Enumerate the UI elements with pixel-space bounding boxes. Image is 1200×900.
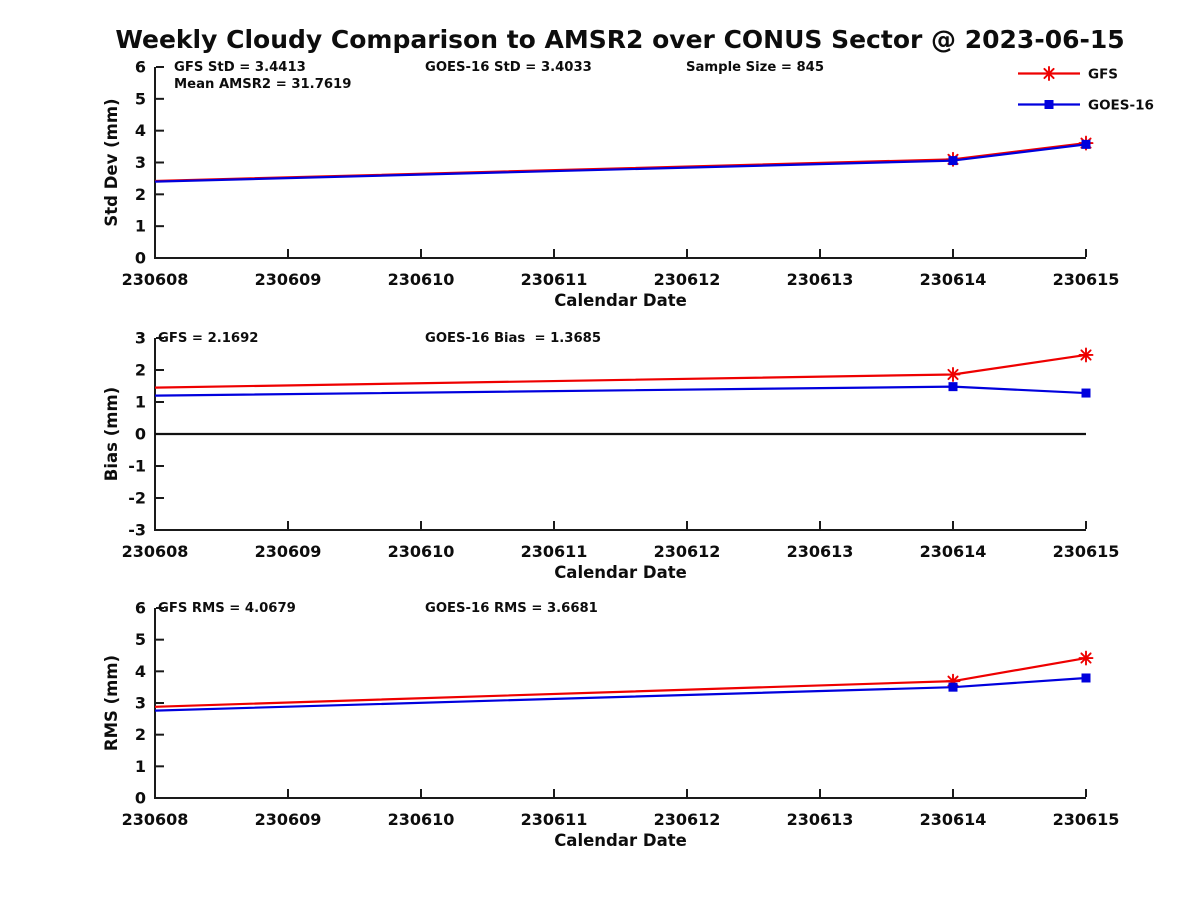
y-tick-label: 1 — [135, 217, 146, 236]
goes-16-square-marker — [1081, 139, 1091, 149]
y-tick-label: -2 — [128, 489, 146, 508]
x-tick-label: 230614 — [920, 270, 987, 289]
goes-16-square-marker — [948, 682, 958, 692]
goes-16-square-marker — [948, 156, 958, 166]
gfs-asterisk-marker — [1078, 650, 1094, 666]
x-tick-label: 230612 — [654, 810, 721, 829]
x-tick-label: 230610 — [388, 270, 455, 289]
subplot-std-dev: 0 1 2 3 4 5 6 230608 230609 230610 230611 230612 230… — [102, 58, 1119, 311]
x-axis-label: Calendar Date — [554, 831, 687, 850]
x-tick-label: 230614 — [920, 810, 987, 829]
series-line-gfs — [154, 656, 1087, 708]
legend-item-goes-16: GOES-16 — [1018, 98, 1154, 114]
y-tick-label: 2 — [135, 725, 146, 744]
x-tick-label: 230611 — [521, 542, 588, 561]
y-tick-label: -1 — [128, 457, 146, 476]
goes-16-square-marker — [948, 382, 958, 392]
x-tick-label: 230613 — [787, 810, 854, 829]
y-tick-label: 2 — [135, 185, 146, 204]
x-tick-label: 230615 — [1053, 810, 1120, 829]
y-tick-label: 3 — [135, 153, 146, 172]
legend-item-gfs: GFS — [1018, 66, 1118, 83]
annotation-gfs-std: GFS StD = 3.4413 — [174, 60, 306, 75]
legend-asterisk-marker — [1041, 66, 1057, 81]
y-axis-label: RMS (mm) — [102, 655, 121, 751]
annotation-goes16-bias: GOES-16 Bias = 1.3685 — [425, 331, 601, 346]
legend: GFS GOES-16 — [1018, 66, 1154, 114]
goes-16-square-marker — [1081, 673, 1091, 683]
x-tick-label: 230613 — [787, 542, 854, 561]
y-tick-label: 0 — [135, 425, 146, 444]
x-axis-label: Calendar Date — [554, 563, 687, 582]
x-tick-label: 230612 — [654, 270, 721, 289]
y-tick-label: 6 — [135, 58, 146, 77]
legend-label: GFS — [1088, 67, 1118, 83]
x-tick-label: 230608 — [122, 810, 189, 829]
x-tick-label: 230610 — [388, 542, 455, 561]
x-tick-label: 230613 — [787, 270, 854, 289]
y-tick-label: 6 — [135, 599, 146, 618]
y-tick-label: 0 — [135, 249, 146, 268]
x-tick-label: 230609 — [255, 542, 322, 561]
series-line-gfs — [154, 353, 1087, 389]
annotation-goes16-rms: GOES-16 RMS = 3.6681 — [425, 601, 598, 616]
annotation-sample-size: Sample Size = 845 — [686, 60, 824, 75]
chart-title: Weekly Cloudy Comparison to AMSR2 over C… — [115, 25, 1124, 54]
subplot-bias: -3 -2 -1 0 1 2 3 230608 230609 230610 230611 230612… — [102, 329, 1119, 583]
series-line-gfs — [154, 141, 1087, 183]
y-axis-label: Std Dev (mm) — [102, 98, 121, 226]
gfs-asterisk-marker — [1078, 347, 1094, 363]
x-tick-label: 230609 — [255, 810, 322, 829]
y-tick-label: 5 — [135, 89, 146, 108]
y-tick-label: 1 — [135, 757, 146, 776]
y-tick-label: 4 — [135, 662, 146, 681]
series-line-goes-16 — [154, 676, 1087, 712]
x-tick-label: 230608 — [122, 542, 189, 561]
legend-label: GOES-16 — [1088, 98, 1154, 114]
x-axis-label: Calendar Date — [554, 291, 687, 310]
x-tick-label: 230612 — [654, 542, 721, 561]
axis-spine — [154, 67, 1086, 259]
x-tick-label: 230615 — [1053, 542, 1120, 561]
y-tick-label: 2 — [135, 361, 146, 380]
series-line-goes-16 — [154, 143, 1087, 183]
x-tick-label: 230615 — [1053, 270, 1120, 289]
y-axis-label: Bias (mm) — [102, 387, 121, 481]
y-tick-label: 0 — [135, 789, 146, 808]
goes-16-square-marker — [1081, 388, 1091, 398]
subplot-rms: 0 1 2 3 4 5 6 230608 230609 230610 230611 230612 230… — [102, 599, 1119, 851]
x-tick-label: 230609 — [255, 270, 322, 289]
x-tick-label: 230611 — [521, 270, 588, 289]
series-line-goes-16 — [154, 385, 1087, 397]
annotation-goes16-std: GOES-16 StD = 3.4033 — [425, 60, 592, 75]
y-tick-label: 3 — [135, 329, 146, 348]
legend-square-marker — [1044, 100, 1054, 109]
x-tick-label: 230611 — [521, 810, 588, 829]
y-tick-label: 4 — [135, 121, 146, 140]
gfs-asterisk-marker — [945, 367, 961, 382]
x-tick-label: 230610 — [388, 810, 455, 829]
y-tick-label: 1 — [135, 393, 146, 412]
annotation-gfs-rms: GFS RMS = 4.0679 — [158, 601, 296, 616]
y-tick-label: -3 — [128, 521, 146, 540]
annotation-gfs-bias: GFS = 2.1692 — [158, 331, 258, 346]
x-tick-label: 230608 — [122, 270, 189, 289]
x-tick-label: 230614 — [920, 542, 987, 561]
axis-spine — [154, 338, 1086, 531]
annotation-mean-amsr2: Mean AMSR2 = 31.7619 — [174, 77, 351, 92]
axis-spine — [154, 608, 1086, 799]
y-tick-label: 3 — [135, 694, 146, 713]
y-tick-label: 5 — [135, 630, 146, 649]
